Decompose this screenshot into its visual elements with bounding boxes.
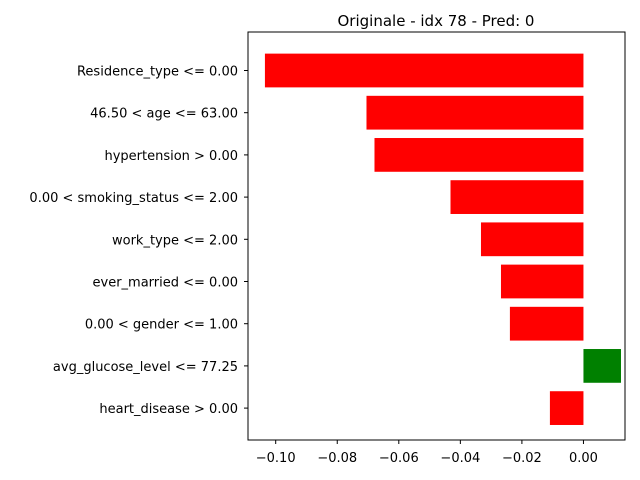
bar-0 (264, 53, 584, 88)
y-tick-label-6: 0.00 < gender <= 1.00 (85, 318, 238, 333)
y-tick-label-2: hypertension > 0.00 (104, 149, 238, 164)
bars (264, 53, 621, 425)
bar-6 (509, 306, 584, 341)
chart-title: Originale - idx 78 - Pred: 0 (338, 12, 535, 30)
x-tick-label-1: −0.08 (317, 451, 357, 466)
y-tick-labels: Residence_type <= 0.00 46.50 < age <= 63.… (29, 65, 248, 417)
x-tick-label-3: −0.04 (440, 451, 480, 466)
bar-3 (450, 180, 584, 214)
x-tick-label-5: 0.00 (569, 451, 598, 466)
y-tick-label-5: ever_married <= 0.00 (93, 276, 238, 291)
bar-1 (366, 95, 584, 130)
y-tick-label-3: 0.00 < smoking_status <= 2.00 (29, 191, 238, 206)
y-tick-label-1: 46.50 < age <= 63.00 (90, 107, 238, 122)
y-tick-label-7: avg_glucose_level <= 77.25 (53, 360, 238, 375)
x-tick-label-2: −0.06 (379, 451, 419, 466)
x-tick-label-0: −0.10 (256, 451, 296, 466)
y-tick-label-0: Residence_type <= 0.00 (77, 65, 238, 80)
y-tick-label-4: work_type <= 2.00 (112, 233, 238, 248)
plot-frame (247, 31, 626, 441)
x-ticks: −0.10 −0.08 −0.06 −0.04 −0.02 0.00 (256, 440, 598, 466)
bar-4 (480, 222, 584, 257)
x-tick-label-4: −0.02 (502, 451, 542, 466)
bar-2 (374, 138, 584, 172)
y-tick-label-8: heart_disease > 0.00 (99, 402, 238, 417)
bar-7 (583, 349, 621, 383)
bar-5 (500, 264, 584, 299)
bar-8 (549, 391, 584, 425)
